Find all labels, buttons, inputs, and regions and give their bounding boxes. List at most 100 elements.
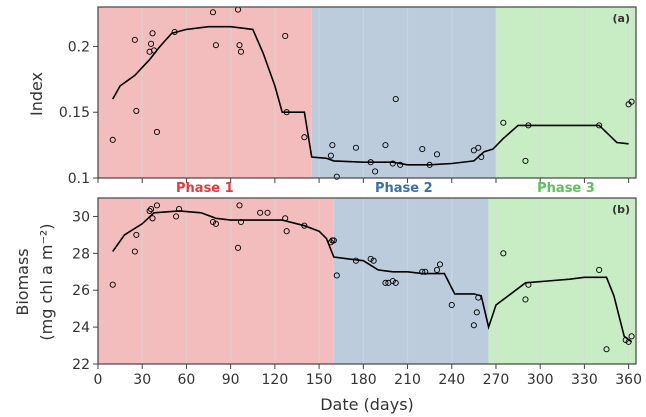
observation-point [283,109,290,116]
phase-band-3 [495,7,636,178]
y-tick-label: 0.15 [59,105,90,121]
observation-point [257,209,264,216]
observation-point [475,144,482,151]
x-tick-label: 240 [438,372,465,388]
observation-point [525,281,532,288]
observation-point [171,28,178,36]
observation-point [149,30,156,37]
phase-band-2 [333,198,489,364]
observation-point [212,220,219,227]
observation-point [131,248,138,255]
observation-point [329,142,336,149]
y-tick-label: 22 [72,357,90,373]
x-tick-label: 30 [133,372,151,388]
observation-point [146,207,153,214]
phase-band-1 [98,198,334,364]
phase-label-2: Phase 2 [375,181,433,196]
observation-point [625,338,632,345]
y-tick-label: 30 [72,209,90,225]
observation-point [475,294,482,301]
phase-label-1: Phase 1 [176,181,234,196]
y-tick-label: 0.2 [68,39,90,55]
observation-point [327,152,334,159]
observation-point [500,119,507,126]
observation-point [522,296,529,303]
y-tick-label: 0.1 [68,171,90,187]
observation-point [382,142,389,149]
observation-point [596,266,603,273]
observation-point [133,107,140,114]
observation-point [333,272,340,279]
observation-point [148,40,155,47]
observation-point [603,346,610,353]
x-tick-label: 0 [94,372,103,388]
y-axis-title-b: Biomass [13,248,32,315]
observation-point [367,159,374,166]
observation-point [596,122,603,129]
plot-frame [97,197,637,365]
observation-point [109,136,116,143]
observation-point [382,279,389,286]
model-line [112,25,629,166]
x-tick-label: 360 [615,372,642,388]
observation-point [148,206,155,213]
observation-point [176,206,183,213]
x-axis-title: Date (days) [320,395,414,414]
observation-point [109,281,116,288]
observation-point [448,301,455,309]
observation-point [473,309,480,316]
x-tick-label: 270 [483,372,510,388]
x-tick-label: 180 [350,372,377,388]
observation-point [209,9,217,16]
observation-point [153,128,161,136]
observation-point [392,96,399,103]
panel-tag: (b) [612,203,630,216]
observation-point [628,333,635,340]
observation-point [352,257,359,264]
observation-point [330,237,337,244]
observation-point [370,257,377,264]
observation-point [153,202,161,209]
y-axis-title-a: Index [27,72,46,116]
y-axis-units-b: (mg chl a m⁻²) [37,223,56,340]
observation-point [237,48,245,55]
observation-point [282,215,289,222]
y-tick-label: 28 [72,246,90,262]
observation-point [301,134,308,141]
observation-point [522,157,529,164]
panel-tag: (a) [613,12,630,25]
observation-point [436,261,444,268]
phase-label-3: Phase 3 [537,181,595,196]
observation-point [283,228,290,235]
y-tick-label: 26 [72,283,90,299]
observation-point [146,48,153,55]
observation-point [433,266,441,273]
observation-point [478,153,485,161]
x-tick-label: 60 [178,372,196,388]
observation-point [237,218,245,226]
x-tick-label: 330 [571,372,598,388]
observation-point [426,161,433,168]
observation-point [433,151,441,158]
phase-band-3 [488,198,636,364]
x-tick-label: 300 [527,372,554,388]
observation-point [392,279,399,286]
observation-point [234,244,242,251]
observation-point [372,168,379,175]
observation-point [236,42,243,49]
observation-point [525,122,532,129]
x-tick-label: 210 [394,372,421,388]
observation-point [212,42,219,49]
observation-point [397,161,404,168]
panel-a: 0.1 0.15 0.2 (a) [59,6,637,187]
observation-point [236,202,243,209]
observation-point [173,213,180,220]
observation-point [419,268,426,275]
observation-point [301,222,308,229]
x-tick-label: 120 [262,372,289,388]
observation-point [264,209,271,216]
observation-point [352,144,359,151]
observation-point [150,47,158,54]
